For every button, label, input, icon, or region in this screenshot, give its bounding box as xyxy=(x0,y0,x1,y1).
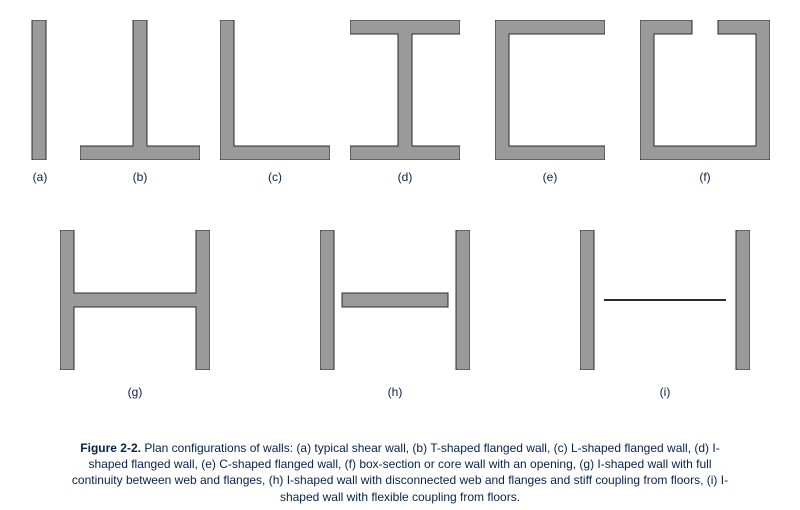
shape-label-b: (b) xyxy=(80,170,200,184)
shape-c xyxy=(220,20,330,160)
shape-label-h: (h) xyxy=(320,385,470,399)
shape-label-a: (a) xyxy=(20,170,60,184)
figure-caption: Figure 2-2. Plan configurations of walls… xyxy=(70,440,730,505)
shape-h xyxy=(320,230,470,370)
shape-e xyxy=(495,20,605,160)
shape-b xyxy=(80,20,200,160)
shape-label-e: (e) xyxy=(495,170,605,184)
shape-d xyxy=(350,20,460,160)
shape-f xyxy=(640,20,770,160)
shape-label-i: (i) xyxy=(580,385,750,399)
figure-caption-text: Plan configurations of walls: (a) typica… xyxy=(72,441,728,504)
shape-i xyxy=(580,230,750,370)
figure-number: Figure 2-2. xyxy=(80,441,141,455)
shape-label-g: (g) xyxy=(60,385,210,399)
shape-a xyxy=(20,20,60,160)
shape-label-f: (f) xyxy=(640,170,770,184)
shape-g xyxy=(60,230,210,370)
shape-label-d: (d) xyxy=(350,170,460,184)
shape-label-c: (c) xyxy=(220,170,330,184)
figure-plan-configurations: (a) (b) (c) (d) (e) (f) (g) (h) (i) Figure 2-2.… xyxy=(0,0,800,510)
